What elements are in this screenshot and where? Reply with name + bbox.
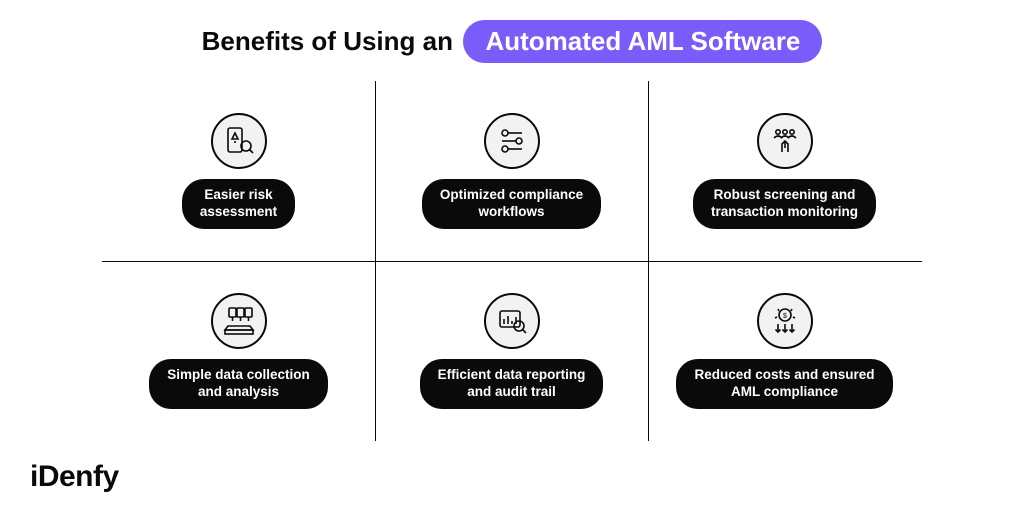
benefits-grid: Easier risk assessment Optimized complia… <box>102 81 922 441</box>
label-line2: transaction monitoring <box>711 204 858 219</box>
idenfy-logo: iDenfy <box>30 460 119 494</box>
label-line1: Reduced costs and ensured <box>694 367 874 382</box>
label-line1: Robust screening and <box>714 187 856 202</box>
label-line1: Simple data collection <box>167 367 310 382</box>
benefit-cell-screening: Robust screening and transaction monitor… <box>648 81 921 261</box>
data-collection-icon <box>211 293 267 349</box>
screening-icon <box>757 113 813 169</box>
benefit-cell-cost-reduction: $ Reduced costs and ensured AML complian… <box>648 261 921 441</box>
title-bar: Benefits of Using an Automated AML Softw… <box>0 0 1024 81</box>
label-line1: Easier risk <box>204 187 272 202</box>
benefit-label: Easier risk assessment <box>182 179 295 229</box>
risk-assessment-icon <box>211 113 267 169</box>
label-line2: assessment <box>200 204 277 219</box>
benefit-label: Efficient data reporting and audit trail <box>420 359 604 409</box>
label-line2: and audit trail <box>467 384 556 399</box>
benefit-cell-data-collection: Simple data collection and analysis <box>102 261 375 441</box>
benefit-label: Reduced costs and ensured AML compliance <box>676 359 892 409</box>
label-line2: and analysis <box>198 384 279 399</box>
benefit-label: Optimized compliance workflows <box>422 179 601 229</box>
reporting-icon <box>484 293 540 349</box>
workflow-icon <box>484 113 540 169</box>
svg-text:$: $ <box>783 313 787 320</box>
label-line2: AML compliance <box>731 384 838 399</box>
label-line2: workflows <box>478 204 544 219</box>
label-line1: Efficient data reporting <box>438 367 586 382</box>
cost-reduction-icon: $ <box>757 293 813 349</box>
title-plain-text: Benefits of Using an <box>202 26 453 56</box>
benefit-cell-workflows: Optimized compliance workflows <box>375 81 648 261</box>
benefit-cell-risk-assessment: Easier risk assessment <box>102 81 375 261</box>
benefit-label: Simple data collection and analysis <box>149 359 328 409</box>
benefit-cell-reporting: Efficient data reporting and audit trail <box>375 261 648 441</box>
label-line1: Optimized compliance <box>440 187 583 202</box>
benefit-label: Robust screening and transaction monitor… <box>693 179 876 229</box>
title-highlighted-pill: Automated AML Software <box>463 20 822 63</box>
